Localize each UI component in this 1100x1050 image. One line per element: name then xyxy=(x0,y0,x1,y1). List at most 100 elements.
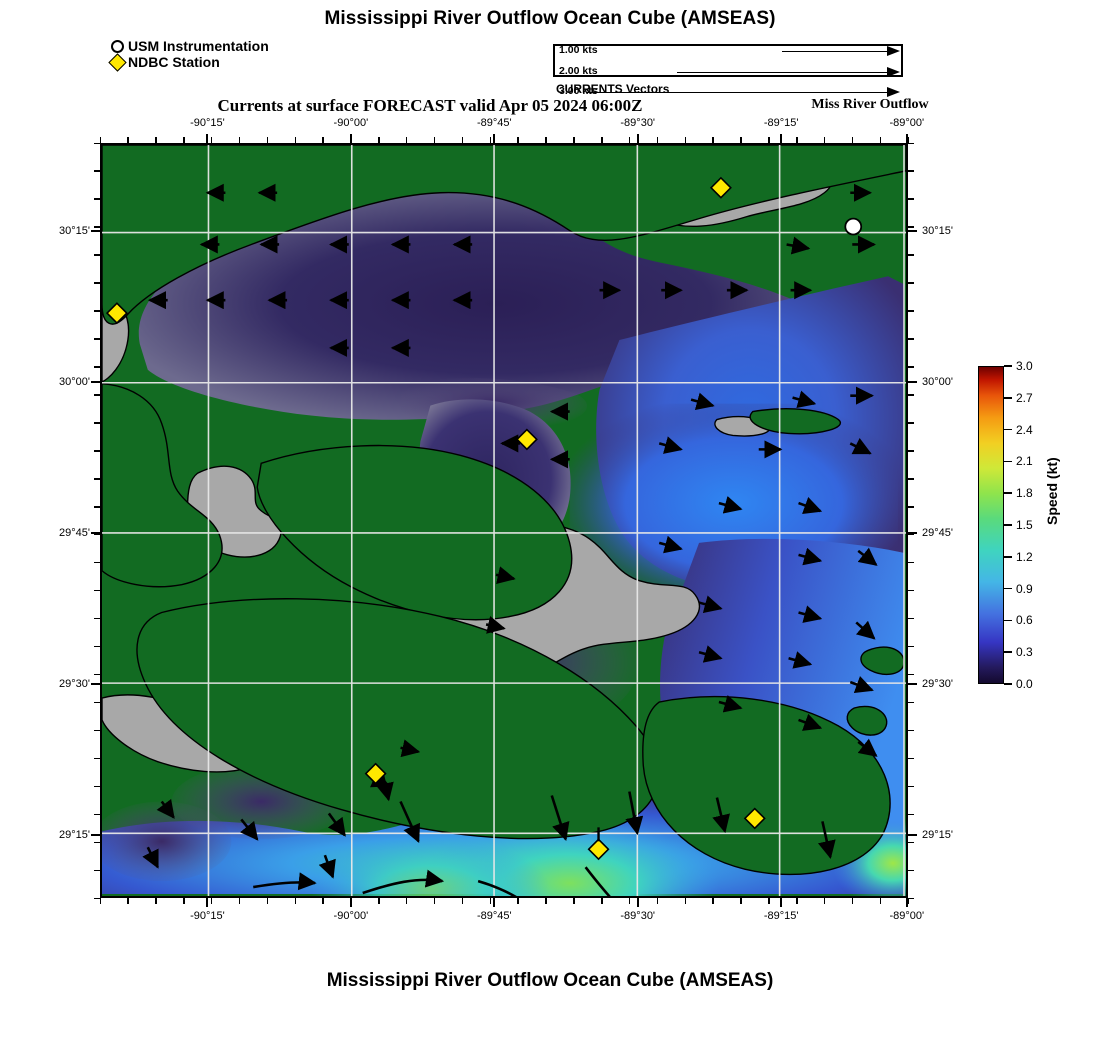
axis-label-longitude: -89°00' xyxy=(889,910,925,922)
axis-tick-minor xyxy=(740,898,742,904)
axis-tick-minor xyxy=(461,898,464,904)
current-vector xyxy=(698,595,723,613)
ndbc-station-marker[interactable] xyxy=(743,807,766,830)
axis-tick-minor xyxy=(405,898,408,904)
station-legend: USM Instrumentation NDBC Station xyxy=(108,38,269,72)
axis-tick-major xyxy=(349,898,352,907)
axis-label-latitude: 30°15' xyxy=(922,224,953,237)
current-vector xyxy=(239,818,259,841)
current-vector xyxy=(788,651,813,669)
axis-tick-minor xyxy=(350,898,352,904)
circle-marker-icon xyxy=(110,39,125,54)
land-mainland-north xyxy=(102,145,906,325)
axis-tick-minor xyxy=(908,785,914,788)
footer-title: Mississippi River Outflow Ocean Cube (AM… xyxy=(326,970,774,991)
axis-tick-major xyxy=(91,229,100,232)
land-layer xyxy=(102,145,906,876)
legend-label-usm: USM Instrumentation xyxy=(128,38,269,54)
current-vector xyxy=(400,739,421,758)
axis-tick-major xyxy=(908,531,917,534)
axis-tick-major xyxy=(908,380,917,383)
barrier-island-3 xyxy=(860,646,905,676)
axis-tick-minor xyxy=(210,898,213,904)
vector-scale-arrowhead xyxy=(887,87,900,97)
current-vector xyxy=(658,535,683,554)
colorbar-tick-label: 0.0 xyxy=(1016,677,1033,691)
current-vector xyxy=(690,392,715,411)
axis-tick-minor xyxy=(908,310,914,312)
colorbar-tick xyxy=(1004,619,1012,622)
axis-tick-minor xyxy=(908,506,914,508)
axis-label-longitude: -89°45' xyxy=(476,117,512,129)
usm-instrumentation-marker[interactable] xyxy=(844,217,863,236)
colorbar-tick xyxy=(1004,556,1012,558)
axis-tick-minor xyxy=(908,813,914,816)
colorbar-tick xyxy=(1004,683,1012,685)
axis-tick-minor xyxy=(908,729,914,732)
current-vector xyxy=(376,773,394,802)
axis-tick-minor xyxy=(908,282,914,284)
colorbar-tick xyxy=(1004,587,1012,590)
axis-tick-minor xyxy=(628,898,631,904)
map-plot-area[interactable] xyxy=(100,143,908,898)
axis-label-longitude: -90°15' xyxy=(190,117,225,129)
axis-tick-minor xyxy=(545,898,547,904)
ndbc-station-marker[interactable] xyxy=(105,302,128,325)
colorbar-tick xyxy=(1004,492,1012,494)
axis-tick-minor xyxy=(712,898,714,904)
colorbar-tick xyxy=(1004,397,1012,399)
legend-item-usm: USM Instrumentation xyxy=(110,38,269,54)
axis-label-latitude: 30°00' xyxy=(922,375,953,388)
station-marker-layer xyxy=(105,176,863,861)
current-vector xyxy=(798,547,823,566)
axis-label-latitude: 29°45' xyxy=(922,526,953,539)
ndbc-station-marker[interactable] xyxy=(364,762,387,785)
colorbar-tick-label: 2.7 xyxy=(1016,390,1033,405)
colorbar-tick-label: 2.1 xyxy=(1016,454,1033,469)
axis-label-longitude: -90°00' xyxy=(333,117,369,129)
axis-tick-minor xyxy=(908,254,914,256)
ndbc-station-marker[interactable] xyxy=(515,428,538,451)
axis-tick-minor xyxy=(907,898,909,904)
vector-scale-arrowhead xyxy=(887,46,900,56)
axis-tick-major xyxy=(636,898,639,907)
current-vector xyxy=(253,872,317,891)
axis-tick-minor xyxy=(908,450,914,452)
current-vector xyxy=(362,869,445,895)
current-vector xyxy=(156,798,175,819)
legend-item-ndbc: NDBC Station xyxy=(108,52,269,72)
gridline-layer xyxy=(102,145,906,896)
colorbar[interactable] xyxy=(978,366,1004,684)
colorbar-tick-label: 0.9 xyxy=(1016,581,1033,596)
colorbar-tick xyxy=(1004,460,1012,463)
ndbc-station-marker[interactable] xyxy=(709,176,732,199)
vector-scale-row: 1.00 kts xyxy=(555,44,901,56)
dataset-label: Miss River Outflow xyxy=(811,97,929,112)
axis-tick-minor xyxy=(908,589,914,592)
axis-tick-minor xyxy=(573,898,575,904)
axis-tick-major xyxy=(636,134,639,143)
axis-tick-minor xyxy=(908,533,914,536)
axis-label-latitude: 29°45' xyxy=(59,526,90,539)
current-vector xyxy=(718,694,743,713)
vector-scale-shaft xyxy=(587,92,887,94)
axis-tick-major xyxy=(91,682,100,685)
axis-tick-major xyxy=(908,833,917,836)
current-vector xyxy=(857,738,878,757)
axis-tick-minor xyxy=(266,898,269,904)
axis-tick-major xyxy=(780,134,783,143)
axis-tick-minor xyxy=(908,617,914,620)
axis-tick-minor xyxy=(322,898,324,904)
axis-tick-minor xyxy=(908,366,914,368)
current-vector xyxy=(327,812,346,837)
colorbar-tick xyxy=(1004,524,1012,526)
ndbc-station-marker[interactable] xyxy=(587,827,610,861)
vector-scale-row: 2.00 kts xyxy=(555,65,901,77)
axis-tick-minor xyxy=(155,898,157,904)
current-vector xyxy=(857,547,878,566)
vector-scale-row: 3.00 kts xyxy=(555,86,901,97)
axis-tick-minor xyxy=(879,898,882,904)
vector-scale-label: 1.00 kts xyxy=(559,44,598,56)
axis-tick-minor xyxy=(796,898,798,904)
colorbar-tick-label: 1.8 xyxy=(1016,486,1033,501)
